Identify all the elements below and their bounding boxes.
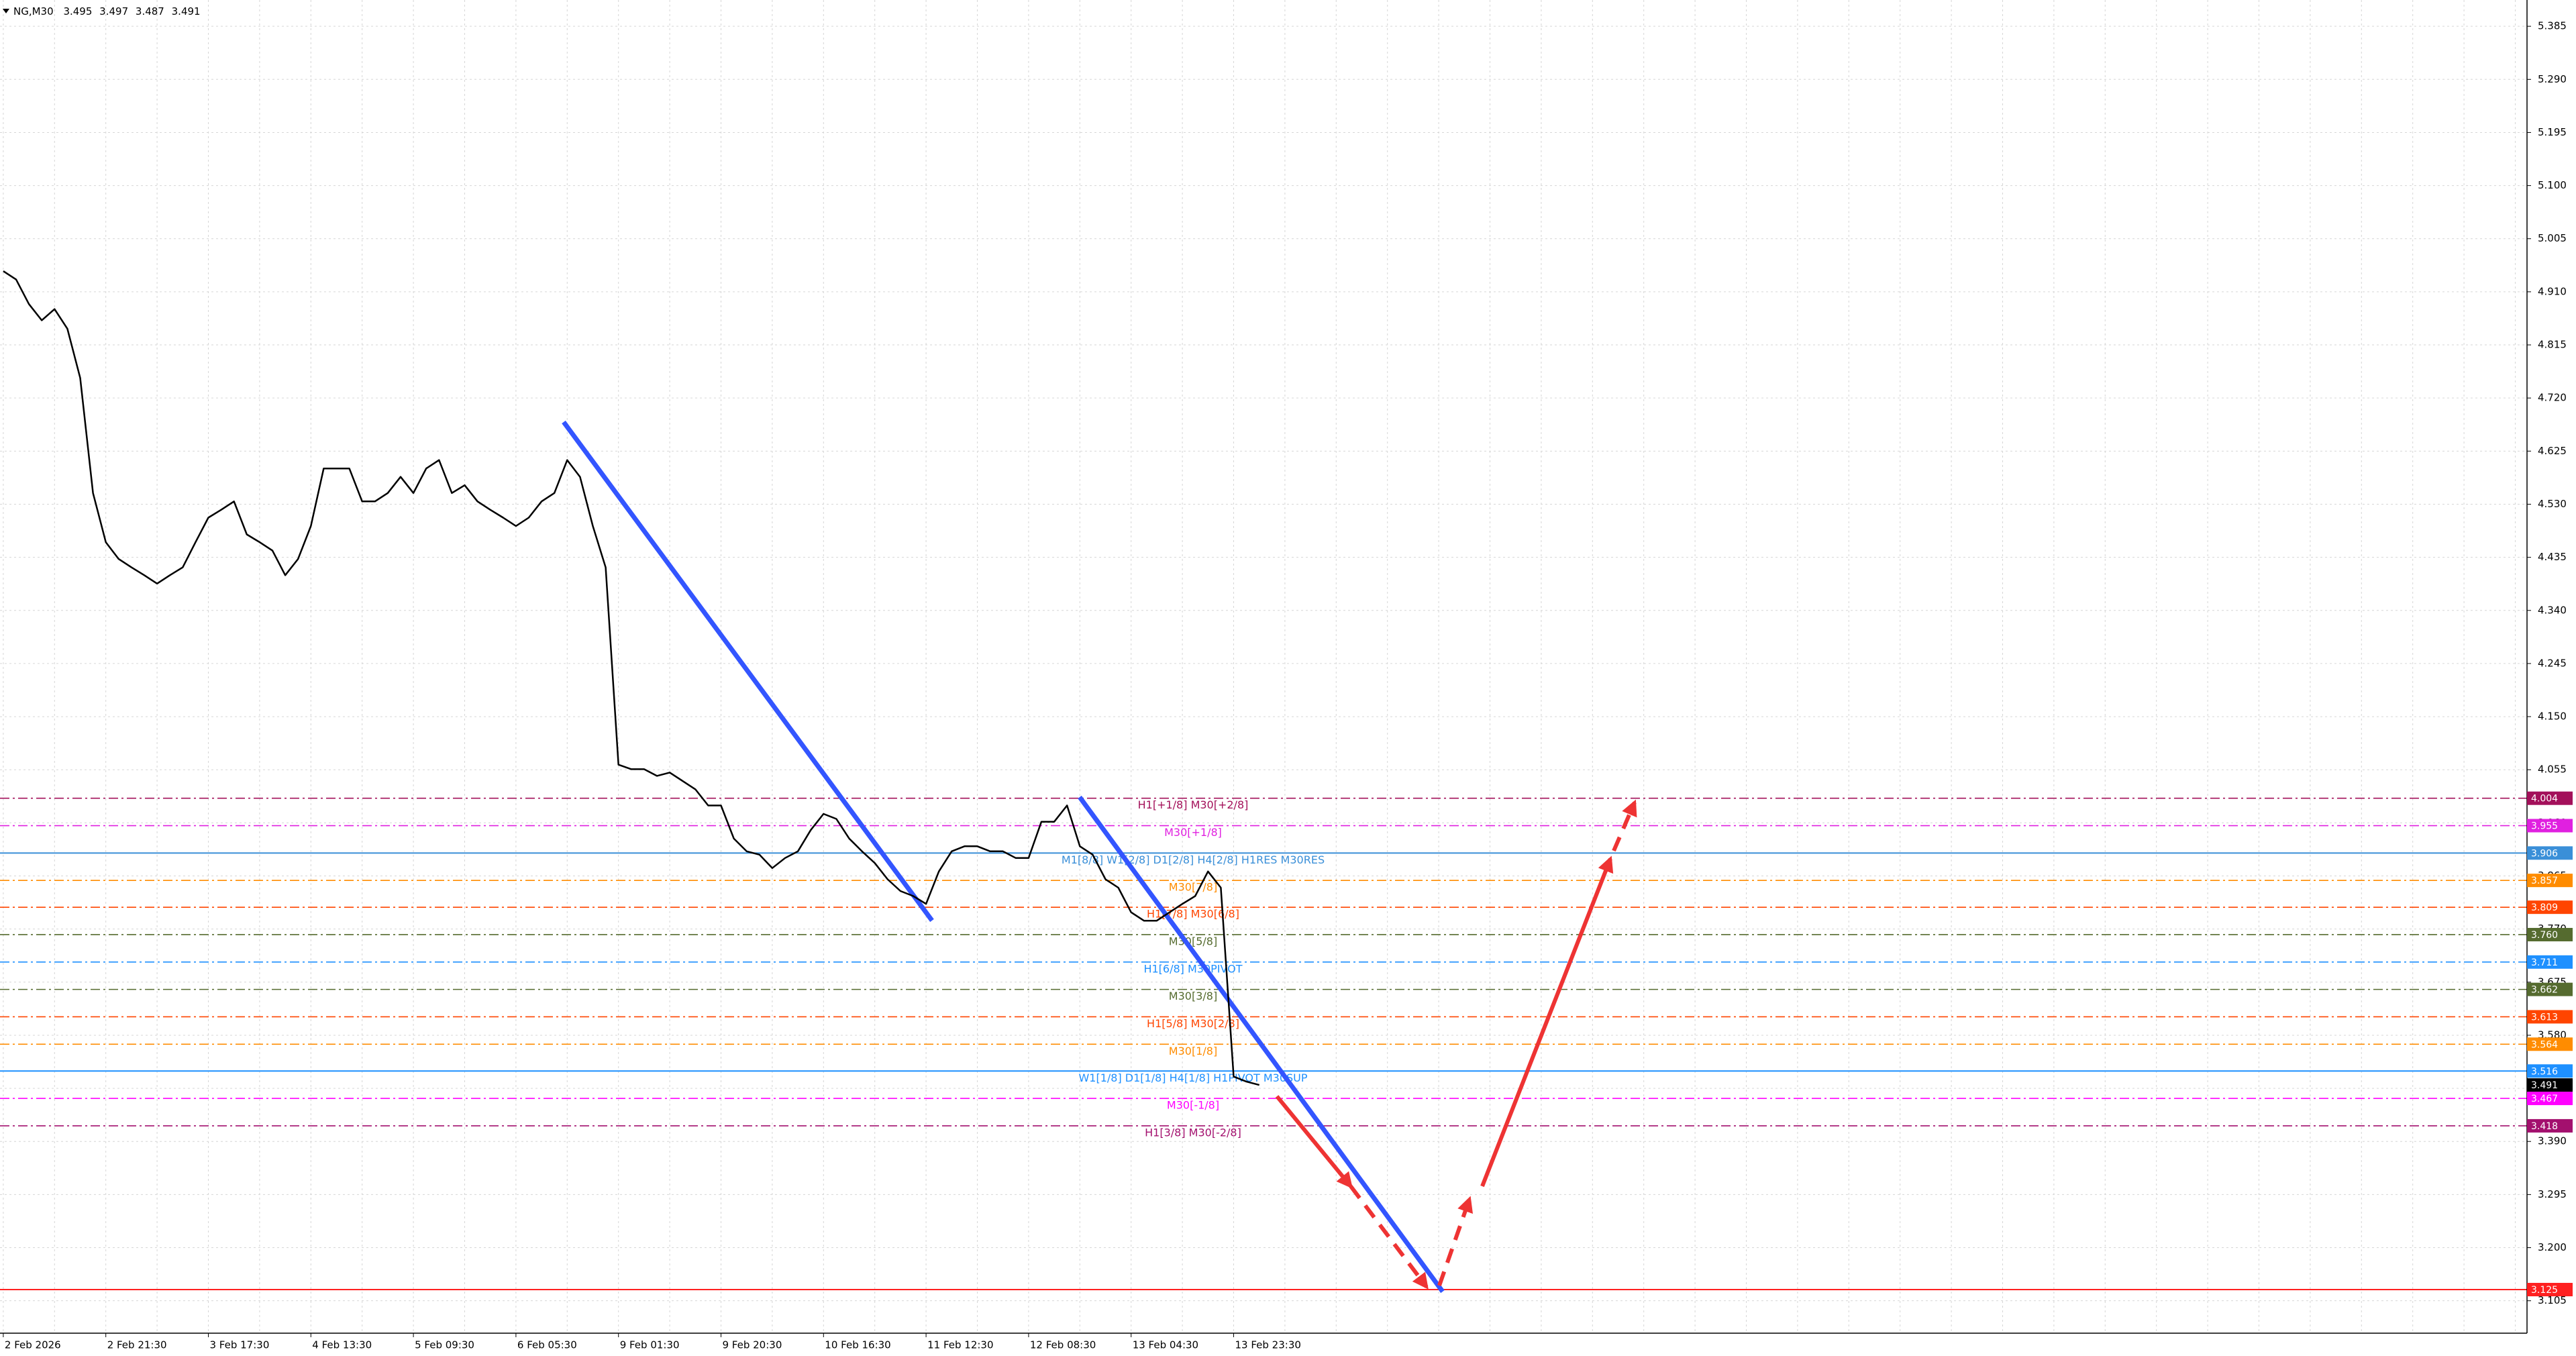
forecast-arrow xyxy=(1275,1095,1353,1189)
price-tag-label: 4.004 xyxy=(2531,794,2558,804)
price-tag-label: 3.711 xyxy=(2531,957,2558,968)
bid-tag-label: 3.491 xyxy=(2531,1080,2558,1091)
open: 3.495 xyxy=(63,5,92,17)
y-tick-label: 4.055 xyxy=(2538,764,2567,776)
trend-line xyxy=(1078,795,1445,1294)
x-tick-label: 4 Feb 13:30 xyxy=(312,1339,372,1351)
y-tick-label: 4.530 xyxy=(2538,498,2567,510)
level-label: M1[8/8] W1[2/8] D1[2/8] H4[2/8] H1RES M3… xyxy=(1062,853,1325,866)
level-label: M30[7/8] xyxy=(1169,881,1217,894)
x-tick-label: 12 Feb 08:30 xyxy=(1030,1339,1096,1351)
y-tick-label: 4.910 xyxy=(2538,285,2567,297)
x-tick-label: 10 Feb 16:30 xyxy=(825,1339,890,1351)
price-tag xyxy=(2527,1118,2573,1133)
price-tag-label: 3.760 xyxy=(2531,930,2558,941)
price-tags: 4.004 3.955 3.906 3.857 3.809 3.760 3.711 3.662… xyxy=(2527,791,2573,1297)
price-series xyxy=(3,270,1260,1086)
forecast-arrow xyxy=(1437,1196,1474,1286)
x-tick-label: 2 Feb 2026 xyxy=(5,1339,61,1351)
x-tick-label: 6 Feb 05:30 xyxy=(517,1339,577,1351)
price-tag xyxy=(2527,846,2573,860)
forecast-arrow xyxy=(1480,855,1614,1188)
level-label: M30[5/8] xyxy=(1169,935,1217,947)
price-tag xyxy=(2527,1064,2573,1078)
bid-tag xyxy=(2527,1078,2573,1092)
x-tick-label: 9 Feb 20:30 xyxy=(723,1339,782,1351)
y-tick-label: 4.720 xyxy=(2538,392,2567,404)
chart-header: NG,M30 3.495 3.497 3.487 3.491 xyxy=(13,5,201,17)
y-tick-label: 5.005 xyxy=(2538,232,2567,244)
price-tag xyxy=(2527,1283,2573,1297)
level-label: H1[+1/8] M30[+2/8] xyxy=(1138,798,1249,811)
high: 3.497 xyxy=(99,5,128,17)
y-tick-label: 5.290 xyxy=(2538,73,2567,85)
y-tick-label: 5.195 xyxy=(2538,126,2567,138)
y-tick-label: 4.435 xyxy=(2538,551,2567,563)
y-tick-label: 5.100 xyxy=(2538,179,2567,191)
trend-line xyxy=(562,420,934,923)
level-label: W1[1/8] D1[1/8] H4[1/8] H1PIVOT M30SUP xyxy=(1078,1072,1307,1084)
y-tick-label: 3.105 xyxy=(2538,1294,2567,1306)
price-tag xyxy=(2527,955,2573,969)
x-tick-label: 5 Feb 09:30 xyxy=(415,1339,474,1351)
level-label: M30[3/8] xyxy=(1169,990,1217,1002)
level-label: M30[+1/8] xyxy=(1164,826,1222,839)
price-tag xyxy=(2527,982,2573,996)
forecast-arrow xyxy=(1612,799,1637,852)
close: 3.491 xyxy=(172,5,201,17)
x-tick-label: 2 Feb 21:30 xyxy=(107,1339,167,1351)
x-tick-label: 13 Feb 04:30 xyxy=(1133,1339,1198,1351)
y-tick-label: 4.340 xyxy=(2538,604,2567,616)
price-tag-label: 3.809 xyxy=(2531,902,2558,913)
price-tag-label: 3.906 xyxy=(2531,848,2558,859)
price-tag xyxy=(2527,874,2573,888)
price-tag xyxy=(2527,791,2573,805)
x-tick-label: 13 Feb 23:30 xyxy=(1235,1339,1301,1351)
price-line xyxy=(3,270,1260,1086)
price-tag xyxy=(2527,927,2573,941)
price-tag xyxy=(2527,900,2573,915)
price-tag-label: 3.467 xyxy=(2531,1094,2558,1104)
x-tick-label: 3 Feb 17:30 xyxy=(210,1339,270,1351)
low: 3.487 xyxy=(136,5,164,17)
y-tick-label: 4.625 xyxy=(2538,445,2567,457)
price-tag-label: 3.857 xyxy=(2531,876,2558,886)
drawings xyxy=(562,420,1637,1294)
forecast-arrow xyxy=(1349,1185,1429,1290)
price-tag-label: 3.516 xyxy=(2531,1066,2558,1077)
x-tick-label: 9 Feb 01:30 xyxy=(620,1339,680,1351)
price-tag-label: 3.955 xyxy=(2531,821,2558,832)
y-tick-label: 3.390 xyxy=(2538,1135,2567,1147)
level-label: H1[3/8] M30[-2/8] xyxy=(1145,1126,1241,1139)
y-tick-label: 3.200 xyxy=(2538,1241,2567,1253)
level-label: H1[5/8] M30[2/8] xyxy=(1147,1017,1239,1030)
y-tick-label: 5.385 xyxy=(2538,20,2567,32)
price-tag xyxy=(2527,1037,2573,1051)
level-label: H1[6/8] M30PIVOT xyxy=(1143,962,1242,975)
level-label: M30[1/8] xyxy=(1169,1045,1217,1057)
y-tick-label: 4.815 xyxy=(2538,339,2567,351)
price-tag xyxy=(2527,1092,2573,1106)
price-tag-label: 3.613 xyxy=(2531,1012,2558,1023)
x-tick-label: 11 Feb 12:30 xyxy=(927,1339,993,1351)
grid xyxy=(0,0,2527,1333)
price-tag xyxy=(2527,819,2573,833)
header-icon xyxy=(3,9,9,13)
price-tag-label: 3.418 xyxy=(2531,1121,2558,1132)
price-tag xyxy=(2527,1010,2573,1024)
price-tag-label: 3.125 xyxy=(2531,1285,2558,1296)
price-tag-label: 3.564 xyxy=(2531,1039,2558,1050)
y-tick-label: 3.295 xyxy=(2538,1188,2567,1200)
y-tick-label: 4.150 xyxy=(2538,711,2567,723)
level-label: M30[-1/8] xyxy=(1167,1099,1219,1112)
y-tick-label: 4.245 xyxy=(2538,657,2567,669)
price-tag-label: 3.662 xyxy=(2531,985,2558,996)
symbol: NG,M30 xyxy=(13,5,54,17)
